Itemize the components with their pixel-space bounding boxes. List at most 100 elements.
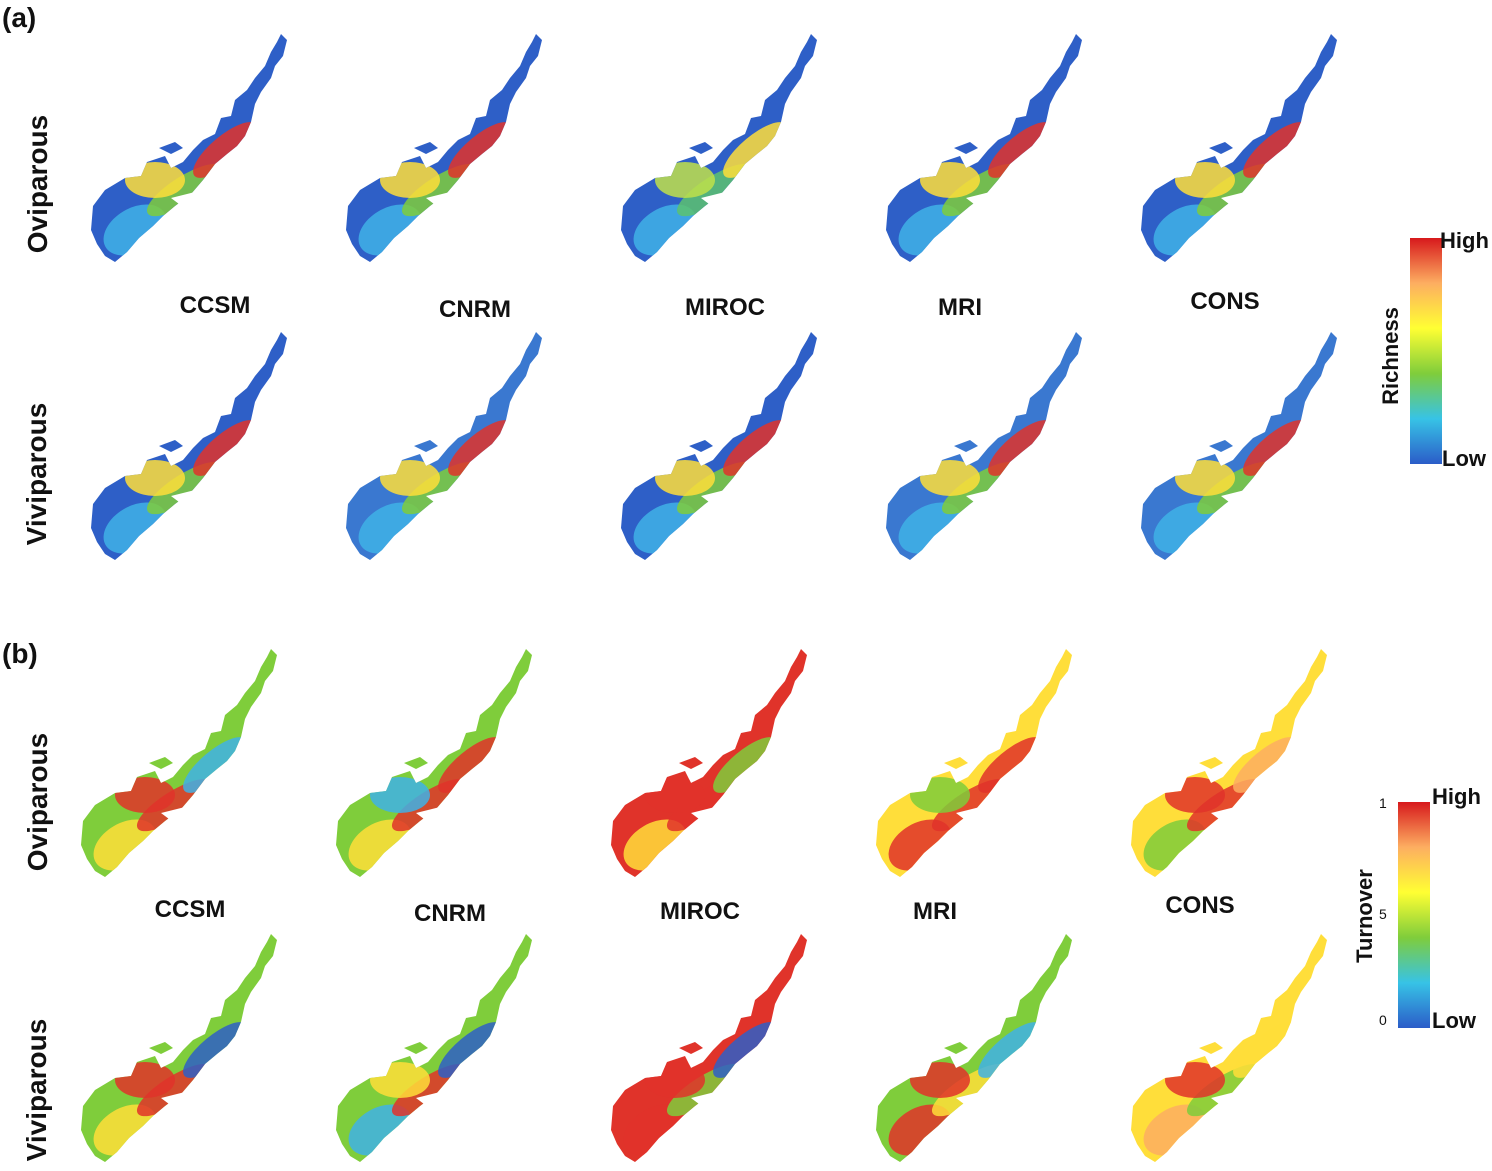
map-patch <box>723 122 787 178</box>
map-island <box>679 757 703 769</box>
map-patch <box>655 460 715 496</box>
map-patch <box>713 1022 777 1078</box>
map-gulf <box>701 186 739 204</box>
map-gulf <box>161 1086 199 1104</box>
panel-a-label: (a) <box>2 2 37 33</box>
turnover-tick-1: 1 <box>1379 795 1387 811</box>
a-oviparous-mri-map <box>870 30 1105 270</box>
map-island <box>149 757 173 769</box>
map-patch <box>183 737 247 793</box>
model-label-b-ccsm: CCSM <box>154 896 226 923</box>
map-gulf <box>416 801 454 819</box>
a-viviparous-miroc-map <box>605 328 840 568</box>
map-island <box>149 1042 173 1054</box>
map-patch <box>115 1062 175 1098</box>
map-patch <box>1233 737 1297 793</box>
a-oviparous-cons-map <box>1125 30 1360 270</box>
map-patch <box>183 1022 247 1078</box>
map-patch <box>438 1022 502 1078</box>
map-island <box>944 1042 968 1054</box>
row-label-viviparous-b: Viviparous <box>21 1018 52 1162</box>
model-label-b-cons: CONS <box>1165 892 1235 919</box>
model-label-a-cnrm: CNRM <box>439 296 511 323</box>
map-island <box>1209 440 1233 452</box>
turnover-colorbar <box>1398 802 1430 1028</box>
map-island <box>1209 142 1233 154</box>
map-patch <box>645 777 705 813</box>
model-label-b-mri: MRI <box>913 898 957 925</box>
map-island <box>689 142 713 154</box>
model-label-a-miroc: MIROC <box>685 294 765 321</box>
map-island <box>414 142 438 154</box>
model-label-a-ccsm: CCSM <box>179 292 251 319</box>
a-viviparous-cnrm-map <box>330 328 565 568</box>
row-label-oviparous-a: Oviparous <box>22 114 53 254</box>
b-viviparous-cnrm-map <box>320 930 555 1170</box>
map-patch <box>655 162 715 198</box>
map-island <box>689 440 713 452</box>
map-gulf <box>426 484 464 502</box>
b-viviparous-cons-map <box>1115 930 1350 1170</box>
map-island <box>954 440 978 452</box>
map-gulf <box>171 186 209 204</box>
map-patch <box>978 1022 1042 1078</box>
map-gulf <box>426 186 464 204</box>
map-gulf <box>966 484 1004 502</box>
a-viviparous-cons-map <box>1125 328 1360 568</box>
map-gulf <box>691 801 729 819</box>
model-label-a-cons: CONS <box>1190 288 1260 315</box>
map-patch <box>1243 122 1307 178</box>
map-patch <box>193 122 257 178</box>
map-gulf <box>416 1086 454 1104</box>
a-oviparous-cnrm-map <box>330 30 565 270</box>
turnover-tick-0: 0 <box>1379 1012 1387 1028</box>
map-patch <box>1175 162 1235 198</box>
map-gulf <box>956 801 994 819</box>
map-island <box>1199 1042 1223 1054</box>
map-patch <box>1243 420 1307 476</box>
map-island <box>404 1042 428 1054</box>
map-patch <box>370 777 430 813</box>
turnover-tick-5: 5 <box>1379 906 1387 922</box>
map-gulf <box>1221 484 1259 502</box>
map-patch <box>115 777 175 813</box>
richness-low-label: Low <box>1442 446 1486 471</box>
map-island <box>414 440 438 452</box>
row-label-oviparous-b: Oviparous <box>22 732 53 872</box>
a-viviparous-mri-map <box>870 328 1105 568</box>
map-patch <box>448 122 512 178</box>
b-viviparous-miroc-map <box>595 930 830 1170</box>
map-patch <box>978 737 1042 793</box>
map-gulf <box>1211 801 1249 819</box>
map-gulf <box>171 484 209 502</box>
b-oviparous-miroc-map <box>595 645 830 885</box>
map-patch <box>370 1062 430 1098</box>
model-label-b-cnrm: CNRM <box>414 900 486 927</box>
map-gulf <box>1211 1086 1249 1104</box>
richness-title: Richness <box>1378 307 1403 405</box>
map-patch <box>1165 1062 1225 1098</box>
map-gulf <box>956 1086 994 1104</box>
map-patch <box>988 122 1052 178</box>
map-patch <box>125 162 185 198</box>
map-patch <box>1165 777 1225 813</box>
richness-high-label: High <box>1440 228 1489 253</box>
map-patch <box>645 1062 705 1098</box>
map-patch <box>920 460 980 496</box>
b-oviparous-mri-map <box>860 645 1095 885</box>
map-gulf <box>701 484 739 502</box>
row-label-viviparous-a: Viviparous <box>21 402 52 546</box>
map-patch <box>988 420 1052 476</box>
a-oviparous-ccsm-map <box>75 30 310 270</box>
map-patch <box>380 460 440 496</box>
map-patch <box>910 1062 970 1098</box>
map-gulf <box>161 801 199 819</box>
b-oviparous-ccsm-map <box>65 645 300 885</box>
map-patch <box>448 420 512 476</box>
turnover-title: Turnover <box>1352 869 1377 963</box>
map-patch <box>380 162 440 198</box>
map-patch <box>910 777 970 813</box>
map-island <box>954 142 978 154</box>
map-island <box>679 1042 703 1054</box>
b-oviparous-cnrm-map <box>320 645 555 885</box>
